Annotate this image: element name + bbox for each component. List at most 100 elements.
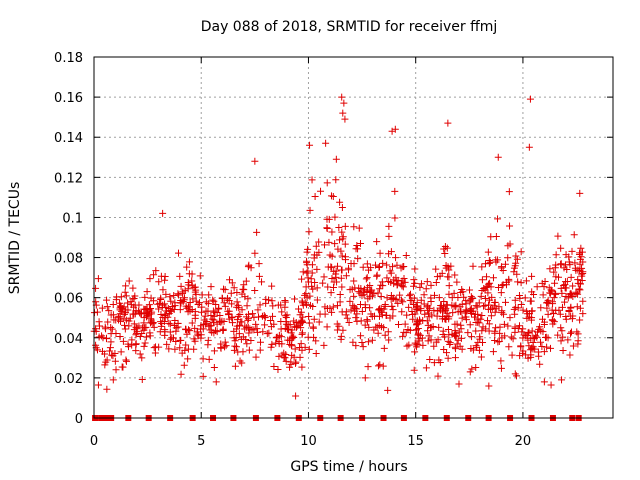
data-point <box>457 334 465 342</box>
data-point <box>457 325 465 333</box>
data-point <box>312 349 320 357</box>
data-point <box>343 314 351 322</box>
data-point <box>141 339 149 347</box>
data-point <box>497 357 505 365</box>
data-point <box>197 325 205 333</box>
data-point <box>145 301 153 309</box>
data-point <box>251 287 259 295</box>
data-point <box>530 291 538 299</box>
data-point <box>253 228 261 236</box>
data-point <box>335 322 343 330</box>
data-point <box>502 281 510 289</box>
data-point <box>132 331 140 339</box>
data-point <box>376 361 384 369</box>
data-point <box>320 273 328 281</box>
data-point <box>355 284 363 292</box>
data-point <box>400 274 408 282</box>
data-point <box>434 372 442 380</box>
data-point <box>389 312 397 320</box>
data-point <box>514 278 522 286</box>
data-point <box>194 300 202 308</box>
data-point <box>92 298 100 306</box>
data-point <box>335 223 343 231</box>
data-point <box>358 339 366 347</box>
data-point <box>569 292 577 300</box>
data-point <box>194 332 202 340</box>
data-point <box>388 302 396 310</box>
data-point <box>346 286 354 294</box>
data-point <box>536 360 544 368</box>
data-point <box>522 331 530 339</box>
data-point <box>380 344 388 352</box>
data-point <box>383 261 391 269</box>
data-point <box>492 256 500 264</box>
data-point <box>162 307 170 315</box>
data-point <box>291 345 299 353</box>
data-point <box>277 317 285 325</box>
data-point <box>549 310 557 318</box>
data-point <box>467 293 475 301</box>
data-point <box>330 267 338 275</box>
data-point <box>566 351 574 359</box>
data-point <box>473 343 481 351</box>
data-point <box>186 327 194 335</box>
data-point <box>552 261 560 269</box>
data-point <box>298 363 306 371</box>
data-point <box>189 295 197 303</box>
data-point <box>422 364 430 372</box>
data-point <box>522 277 530 285</box>
data-point <box>371 312 379 320</box>
data-point <box>537 304 545 312</box>
data-point <box>370 290 378 298</box>
y-tick-label: 0.12 <box>54 171 83 186</box>
data-point <box>292 392 300 400</box>
data-point <box>179 288 187 296</box>
data-point <box>184 285 192 293</box>
data-point <box>252 353 260 361</box>
data-point <box>102 325 110 333</box>
data-point <box>191 314 199 322</box>
data-point <box>506 314 514 322</box>
data-point <box>257 338 265 346</box>
data-point <box>148 308 156 316</box>
data-point <box>342 311 350 319</box>
data-point <box>548 298 556 306</box>
data-point <box>393 281 401 289</box>
data-point <box>383 294 391 302</box>
data-point <box>147 304 155 312</box>
data-point <box>513 270 521 278</box>
data-point <box>303 269 311 277</box>
data-point <box>565 308 573 316</box>
data-point <box>159 209 167 217</box>
data-point <box>233 303 241 311</box>
data-point <box>259 328 267 336</box>
data-point <box>108 351 116 359</box>
data-point <box>291 295 299 303</box>
data-point <box>306 206 314 214</box>
data-point <box>161 276 169 284</box>
data-point <box>569 342 577 350</box>
data-point <box>548 316 556 324</box>
data-point <box>322 139 330 147</box>
data-point <box>454 308 462 316</box>
data-point <box>406 326 414 334</box>
data-point <box>482 325 490 333</box>
data-point <box>469 262 477 270</box>
data-point <box>380 305 388 313</box>
data-point <box>233 288 241 296</box>
data-point <box>508 351 516 359</box>
data-point <box>312 242 320 250</box>
data-point <box>363 288 371 296</box>
data-point <box>511 296 519 304</box>
data-point <box>332 176 340 184</box>
data-point <box>576 189 584 197</box>
data-point <box>387 248 395 256</box>
data-point <box>401 320 409 328</box>
data-point <box>398 282 406 290</box>
data-point <box>306 141 314 149</box>
data-point <box>491 329 499 337</box>
data-point <box>336 298 344 306</box>
data-point <box>511 328 519 336</box>
data-point <box>525 328 533 336</box>
data-point <box>236 357 244 365</box>
